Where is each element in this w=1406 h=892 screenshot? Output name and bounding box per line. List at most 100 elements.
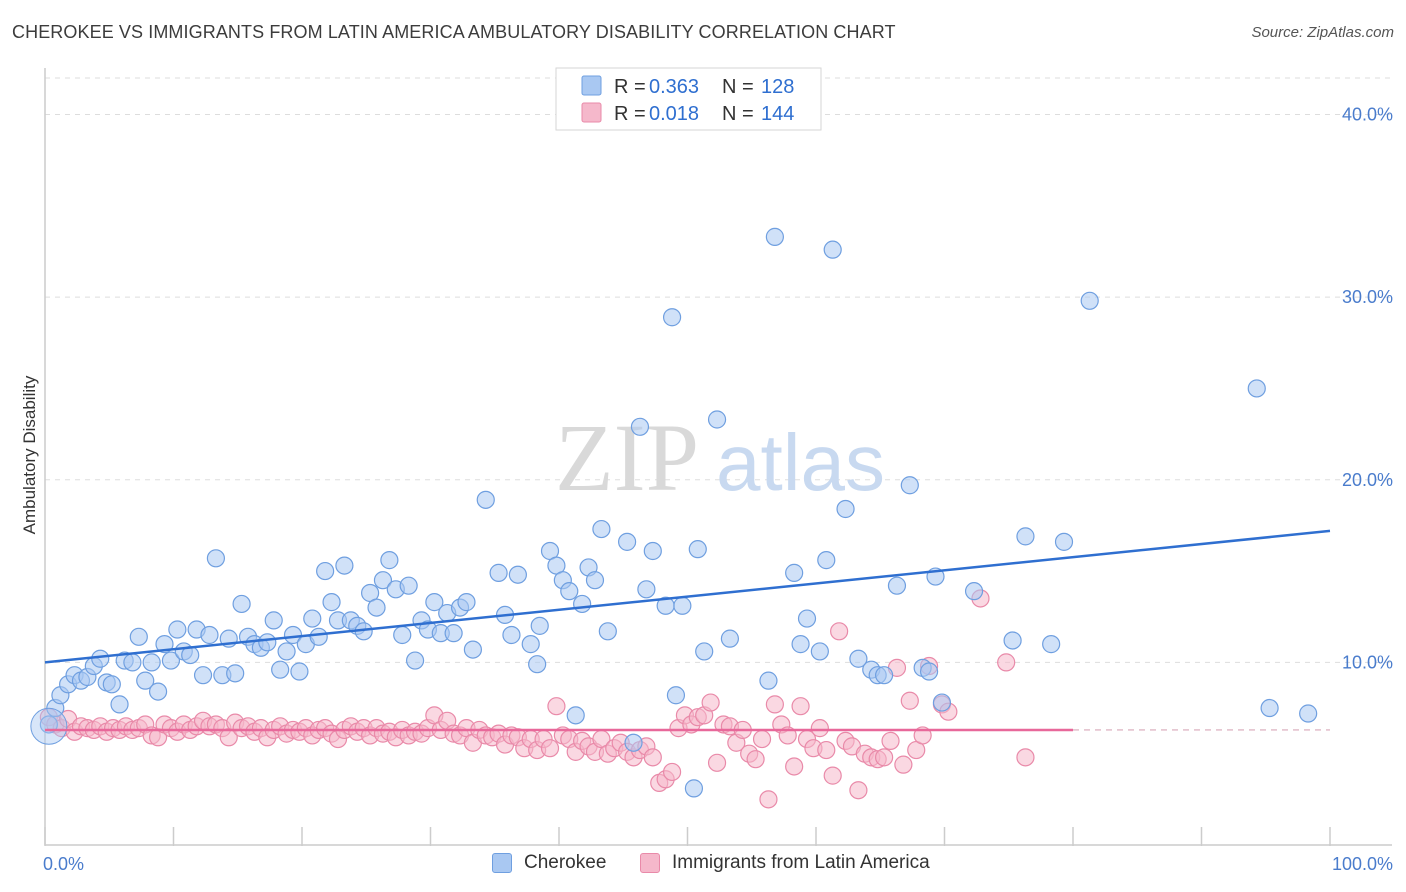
cherokee-point <box>1299 704 1318 723</box>
bottom-legend-swatch-cherokee <box>492 853 512 873</box>
cherokee-point <box>666 686 686 705</box>
cherokee-point <box>264 611 283 630</box>
cherokee-point <box>900 476 919 495</box>
y-tick-label: 30.0% <box>1342 287 1393 307</box>
immigrants-point <box>707 753 727 772</box>
top-legend: R = 0.363 N = 128 R = 0.018 N = 144 <box>555 67 822 131</box>
immigrants-point <box>817 740 836 760</box>
cherokee-point <box>810 642 829 661</box>
cherokee-point <box>688 540 707 559</box>
cherokee-point <box>393 625 412 645</box>
y-tick-label: 40.0% <box>1342 105 1393 125</box>
chart-title: CHEROKEE VS IMMIGRANTS FROM LATIN AMERIC… <box>12 22 896 42</box>
watermark-atlas: atlas <box>716 418 885 507</box>
cherokee-point <box>489 563 508 582</box>
legend-r-label-0: R = <box>614 76 646 98</box>
cherokee-point <box>463 640 483 659</box>
cherokee-point <box>823 240 842 259</box>
cherokee-point <box>399 576 418 595</box>
bottom-legend-item-cherokee: Cherokee <box>492 852 606 874</box>
immigrants-point <box>785 757 804 776</box>
immigrants-point <box>900 691 919 710</box>
cherokee-point <box>91 649 110 668</box>
immigrants-point <box>765 695 784 714</box>
legend-r-value-1: 0.018 <box>649 103 699 125</box>
cherokee-point <box>684 779 704 798</box>
cherokee-point <box>637 580 656 599</box>
immigrants-point <box>759 790 778 809</box>
cherokee-point <box>932 693 952 712</box>
cherokee-point <box>142 653 161 672</box>
cherokee-point <box>1260 698 1279 718</box>
cherokee-point <box>624 733 643 752</box>
cherokee-point <box>964 582 984 601</box>
immigrants-point <box>830 622 849 641</box>
immigrants-point <box>701 693 720 712</box>
legend-r-label-1: R = <box>614 103 646 125</box>
cherokee-point <box>560 582 579 601</box>
cherokee-point <box>444 624 463 643</box>
cherokee-point <box>707 410 727 429</box>
immigrants-point <box>810 719 829 738</box>
immigrants-point <box>894 755 913 774</box>
cherokee-point <box>836 499 855 519</box>
cherokee-point <box>508 565 527 584</box>
cherokee-point <box>765 227 784 246</box>
cherokee-point <box>129 627 148 646</box>
cherokee-point <box>1003 631 1022 650</box>
immigrants-point <box>875 748 894 767</box>
cherokee-point <box>136 671 155 690</box>
y-axis-title: Ambulatory Disability <box>20 375 39 534</box>
legend-n-value-0: 128 <box>761 76 794 98</box>
cherokee-point <box>476 490 495 509</box>
cherokee-point <box>1042 635 1061 654</box>
cherokee-point <box>592 519 611 539</box>
cherokee-point <box>200 625 219 645</box>
cherokee-point <box>303 609 322 628</box>
cherokee-point <box>290 662 309 681</box>
cherokee-point <box>309 627 328 646</box>
cherokee-point <box>161 651 181 670</box>
cherokee-point <box>502 625 521 645</box>
cherokee-point <box>618 532 637 551</box>
cherokee-point <box>1080 291 1099 310</box>
watermark-zip: ZIP <box>555 404 699 511</box>
cherokee-point <box>919 662 939 681</box>
cherokee-point <box>566 706 585 725</box>
cherokee-point <box>232 594 251 614</box>
grid-lines <box>45 77 1392 663</box>
bottom-legend-label-cherokee: Cherokee <box>524 852 607 873</box>
cherokee-point <box>335 556 354 575</box>
series-cherokee-points <box>30 227 1318 798</box>
bottom-legend-item-immigrants: Immigrants from Latin America <box>640 852 930 874</box>
trend-lines <box>44 529 1331 732</box>
y-tick-label: 20.0% <box>1342 470 1393 490</box>
cherokee-point <box>367 598 386 617</box>
cherokee-point <box>530 616 549 635</box>
immigrants-point <box>1016 748 1035 767</box>
immigrants-point <box>643 748 662 767</box>
cherokee-point <box>110 695 129 714</box>
y-tick-label: 10.0% <box>1342 652 1393 672</box>
cherokee-point <box>528 655 547 674</box>
cherokee-point <box>573 594 592 614</box>
immigrants-point <box>997 653 1016 672</box>
cherokee-point <box>193 666 213 685</box>
cherokee-point <box>226 664 245 683</box>
legend-swatch-immigrants <box>581 102 602 123</box>
cherokee-point <box>662 308 682 327</box>
cherokee-point <box>720 629 740 648</box>
cherokee-point <box>405 651 425 670</box>
cherokee-point <box>849 649 868 668</box>
cherokee-point <box>123 653 142 672</box>
cherokee-point <box>797 609 817 628</box>
legend-n-label-1: N = <box>722 103 754 125</box>
watermark: ZIP atlas <box>555 404 885 511</box>
bottom-legend: Cherokee Immigrants from Latin America <box>0 852 1406 878</box>
immigrants-point <box>662 762 682 782</box>
cherokee-point <box>785 563 804 582</box>
cherokee-point <box>875 666 894 685</box>
cherokee-cluster-point <box>30 707 68 745</box>
cherokee-point <box>1016 527 1035 546</box>
cherokee-point <box>1054 532 1074 551</box>
